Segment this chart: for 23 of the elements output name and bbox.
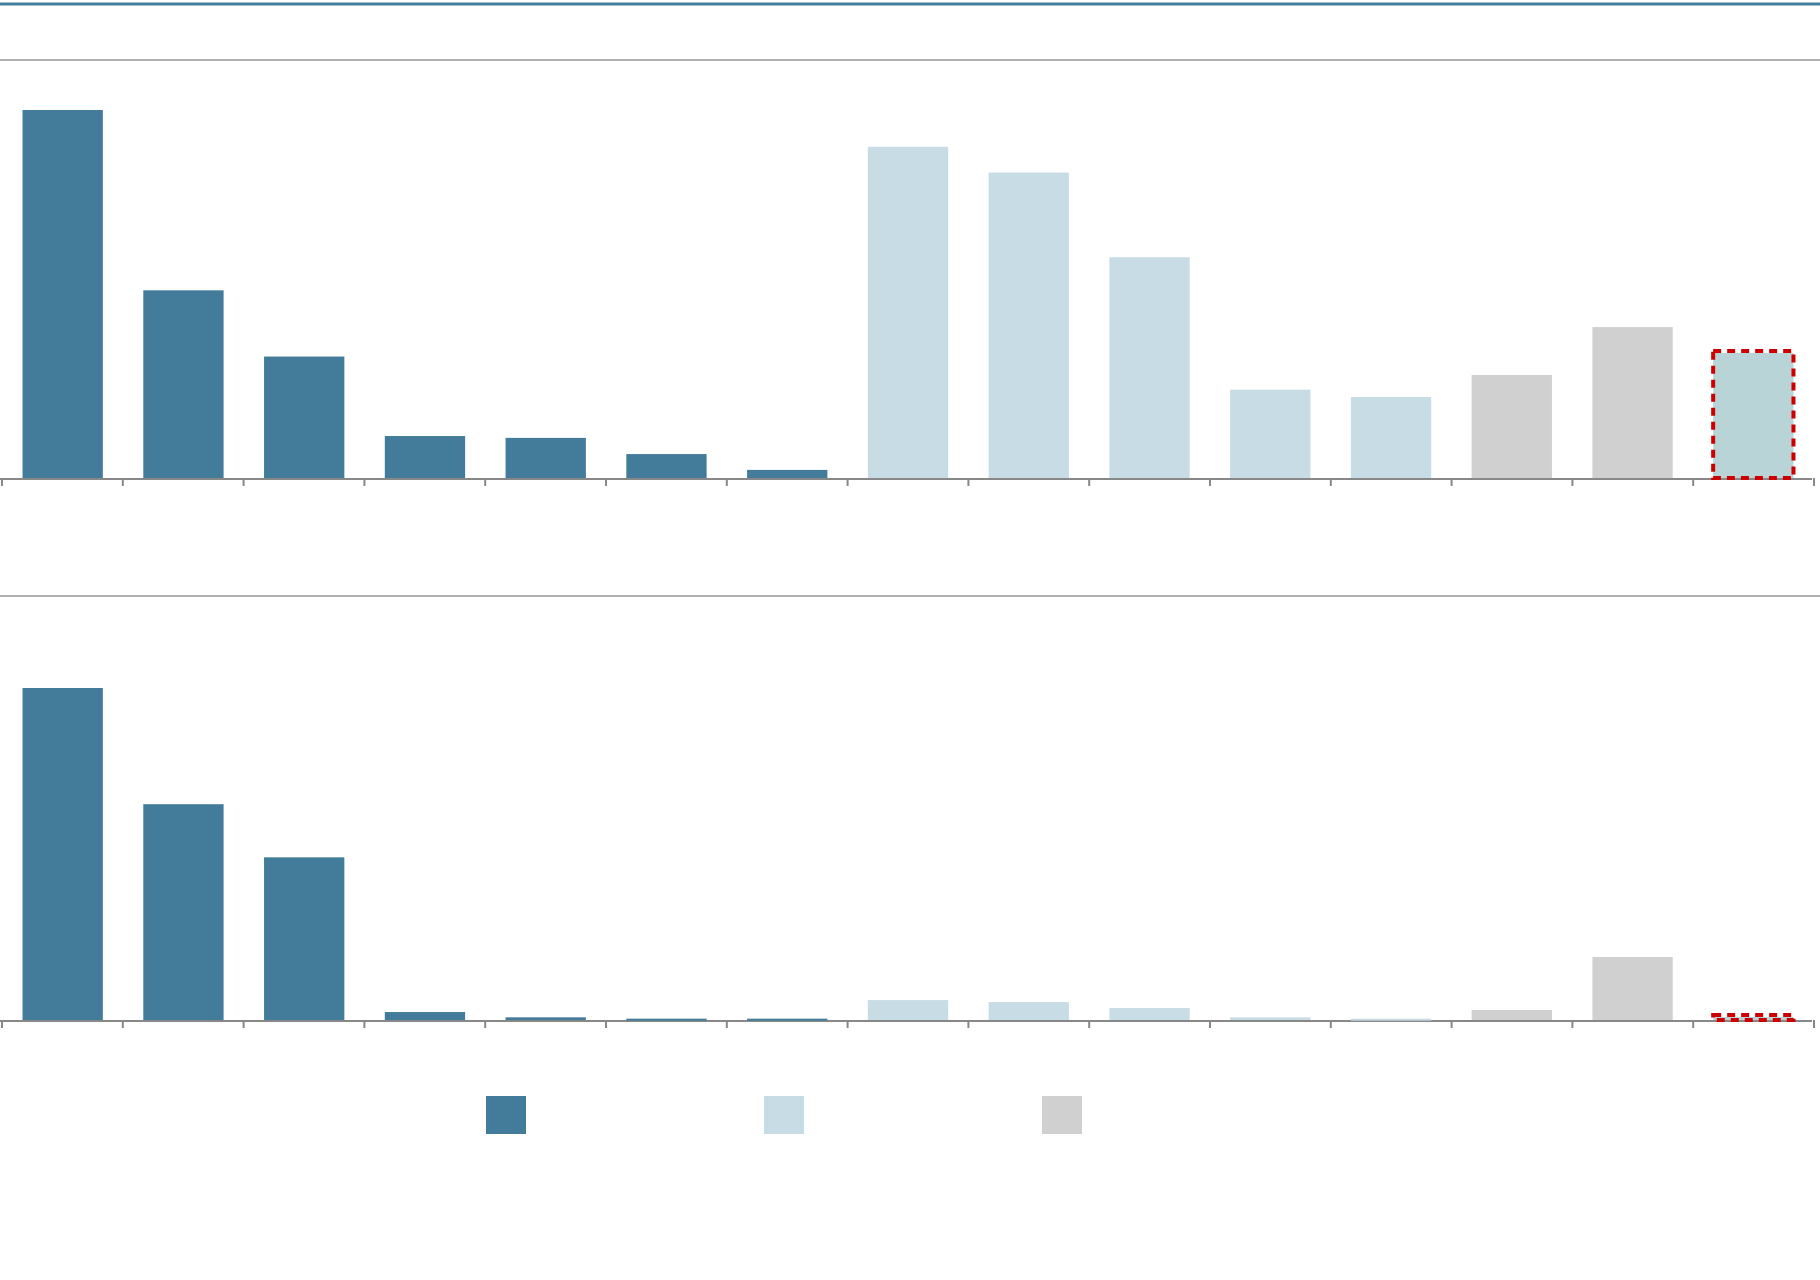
bar (867, 1000, 949, 1020)
bar (264, 356, 345, 478)
bar (1471, 1010, 1552, 1020)
bar (1230, 389, 1311, 478)
bar (1109, 257, 1190, 478)
bar (1592, 327, 1673, 478)
bar (1471, 374, 1552, 478)
bar (143, 290, 224, 478)
bar (988, 1002, 1069, 1020)
bar (626, 454, 707, 478)
bar (384, 436, 466, 478)
bar (22, 110, 103, 478)
bar (384, 1012, 466, 1020)
bar (867, 146, 949, 478)
bar (1350, 397, 1432, 478)
bar (1109, 1008, 1190, 1020)
bar (143, 804, 224, 1020)
bar (747, 469, 828, 478)
bar (988, 172, 1069, 478)
bar (505, 437, 586, 478)
bar (22, 688, 103, 1020)
bar (1592, 956, 1673, 1020)
bar (264, 857, 345, 1020)
